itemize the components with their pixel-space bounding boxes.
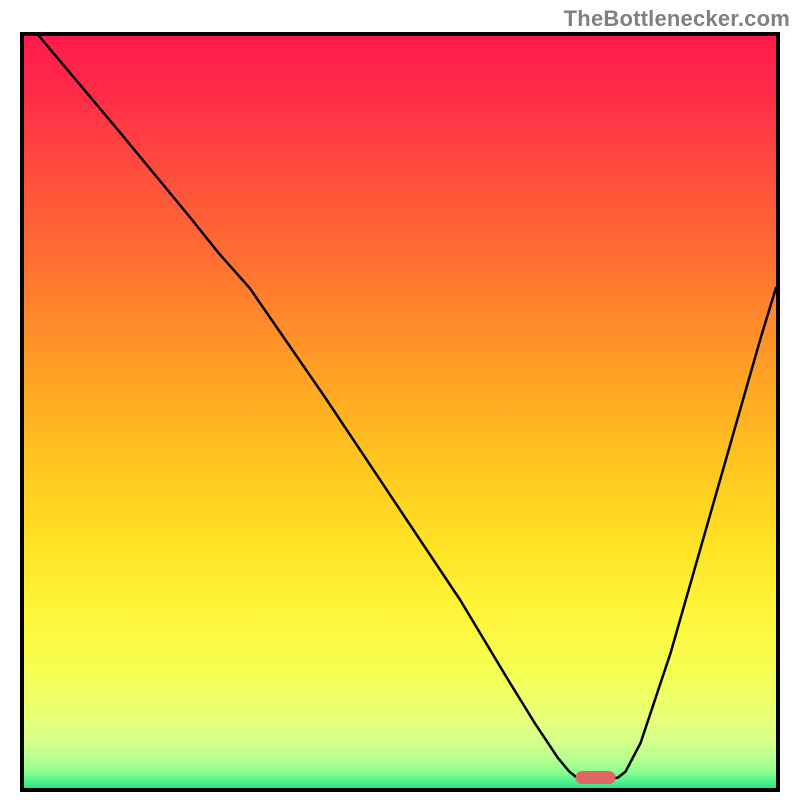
chart-svg: [24, 36, 776, 788]
chart-root: TheBottlenecker.com: [0, 0, 800, 800]
optimal-marker: [576, 772, 615, 784]
watermark-text: TheBottlenecker.com: [564, 6, 790, 32]
chart-plot-area: [24, 36, 776, 788]
